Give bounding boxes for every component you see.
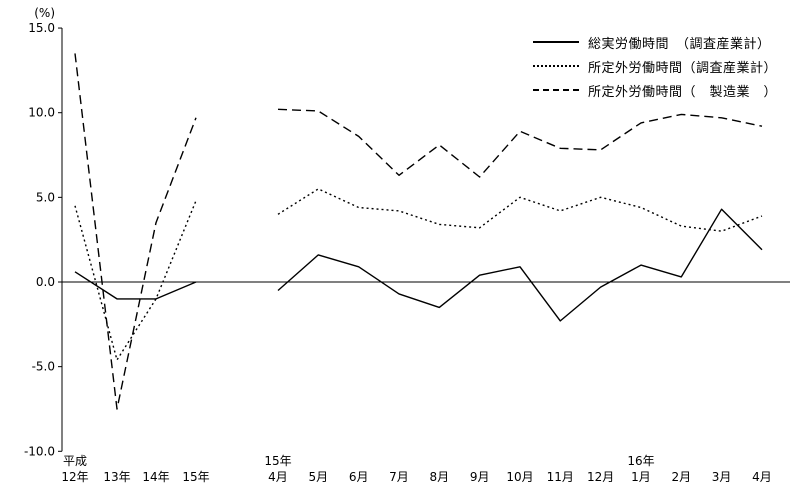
series-line-dotted: [277, 188, 763, 232]
y-tick-label: 0.0: [36, 275, 55, 289]
x-tick-label: 4月: [752, 470, 772, 484]
series-line-dashed: [277, 108, 763, 178]
x-tick-label: 11月: [547, 470, 574, 484]
x-tick-label: 13年: [103, 470, 130, 484]
x-tick-label: 9月: [470, 470, 490, 484]
x-tick-label: 5月: [309, 470, 329, 484]
y-tick-label: 15.0: [28, 21, 55, 35]
x-tick-label: 14年: [142, 470, 169, 484]
dashed-line-icon: [533, 89, 579, 91]
x-tick-label: 10月: [506, 470, 533, 484]
x-tick-label: 1月: [631, 470, 651, 484]
legend-label: 所定外労働時間（調査産業計）: [588, 60, 778, 76]
x-tick-label: 12月: [587, 470, 614, 484]
legend-item: 所定外労働時間（ 製造業 ）: [533, 78, 777, 102]
x-tick-label: 15年: [182, 470, 209, 484]
solid-line-icon: [533, 41, 579, 43]
legend: 総実労働時間 （調査産業計） 所定外労働時間（調査産業計） 所定外労働時間（ 製…: [533, 30, 777, 102]
legend-label: 総実労働時間 （調査産業計）: [588, 36, 771, 52]
legend-item: 総実労働時間 （調査産業計）: [533, 30, 777, 54]
x-tick-label: 2月: [671, 470, 691, 484]
legend-item: 所定外労働時間（調査産業計）: [533, 54, 777, 78]
x-tick-label: 3月: [712, 470, 732, 484]
x-tick-label: 7月: [389, 470, 409, 484]
x-year-label: 15年: [264, 454, 291, 468]
y-tick-label: 10.0: [28, 106, 55, 120]
x-era-label: 平成: [63, 454, 87, 468]
x-tick-label: 6月: [349, 470, 369, 484]
series-line-solid: [74, 271, 197, 300]
series-line-dotted: [74, 200, 197, 361]
series-line-solid: [277, 208, 763, 322]
y-axis-unit-label: (%): [34, 6, 55, 20]
y-tick-label: -10.0: [24, 444, 55, 458]
series-line-dashed: [74, 53, 197, 410]
legend-label: 所定外労働時間（ 製造業 ）: [588, 84, 778, 100]
x-tick-label: 8月: [429, 470, 449, 484]
x-tick-label: 12年: [61, 470, 88, 484]
x-year-label: 16年: [627, 454, 654, 468]
dotted-line-icon: [533, 65, 579, 67]
y-tick-label: -5.0: [32, 360, 55, 374]
y-tick-label: 5.0: [36, 190, 55, 204]
x-tick-label: 4月: [268, 470, 288, 484]
